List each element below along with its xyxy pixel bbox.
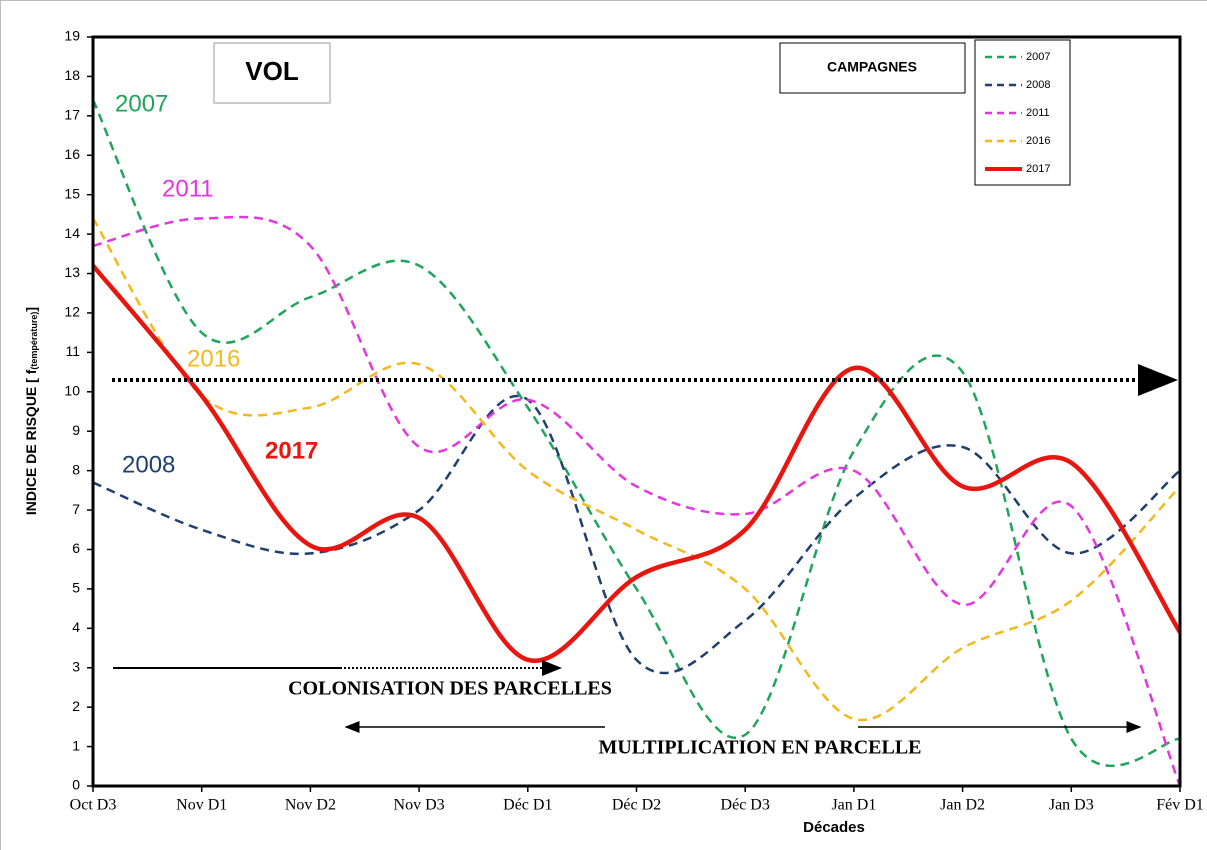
y-tick-label: 4 xyxy=(72,619,80,635)
x-tick-label: Déc D2 xyxy=(612,797,661,814)
y-axis-label: INDICE DE RISQUE [ f(température)] xyxy=(23,307,40,515)
legend-title: CAMPAGNES xyxy=(827,59,917,75)
x-tick-label: Oct D3 xyxy=(70,797,117,814)
legend-title-box xyxy=(779,42,966,94)
series-label: 2017 xyxy=(265,437,318,464)
annotation: MULTIPLICATION EN PARCELLE xyxy=(598,737,921,759)
plot-area xyxy=(91,35,1182,788)
legend-label: 2011 xyxy=(1026,107,1050,119)
y-tick-label: 14 xyxy=(64,225,80,241)
series-line xyxy=(93,395,1180,675)
y-tick-label: 12 xyxy=(64,304,80,320)
series-line xyxy=(93,99,1180,767)
annotation: COLONISATION DES PARCELLES xyxy=(288,678,612,700)
series-line xyxy=(93,217,1180,722)
phase-label: VOL xyxy=(245,56,299,86)
y-tick-label: 3 xyxy=(72,658,80,674)
series-line xyxy=(93,215,1180,786)
legend-label: 2008 xyxy=(1026,79,1050,91)
legend-label: 2016 xyxy=(1026,135,1050,147)
x-tick-label: Déc D3 xyxy=(721,797,770,814)
y-tick-label: 7 xyxy=(72,501,80,517)
x-axis-label: Décades xyxy=(803,819,865,836)
y-tick-label: 0 xyxy=(72,777,80,793)
y-tick-label: 1 xyxy=(72,737,80,753)
x-tick-label: Déc D1 xyxy=(503,797,552,814)
x-tick-label: Fév D1 xyxy=(1156,797,1204,814)
y-tick-label: 2 xyxy=(72,698,80,714)
y-tick-label: 18 xyxy=(64,67,80,83)
y-tick-label: 15 xyxy=(64,185,80,201)
series-label: 2011 xyxy=(162,175,214,202)
x-tick-label: Jan D1 xyxy=(831,797,876,814)
x-tick-label: Nov D3 xyxy=(394,797,445,814)
series-label: 2007 xyxy=(115,90,168,117)
y-tick-label: 8 xyxy=(72,461,80,477)
series-label: 2016 xyxy=(187,345,240,372)
x-tick-label: Jan D3 xyxy=(1049,797,1094,814)
legend-label: 2017 xyxy=(1026,163,1050,175)
y-tick-label: 13 xyxy=(64,264,80,280)
phase-box xyxy=(213,42,331,104)
y-tick-label: 16 xyxy=(64,146,80,162)
x-tick-label: Nov D1 xyxy=(176,797,227,814)
y-tick-label: 19 xyxy=(64,28,80,44)
legend-label: 2007 xyxy=(1026,51,1050,63)
y-tick-label: 9 xyxy=(72,422,80,438)
y-tick-label: 11 xyxy=(65,343,80,359)
x-tick-label: Nov D2 xyxy=(285,797,336,814)
y-tick-label: 17 xyxy=(64,107,80,123)
y-tick-label: 5 xyxy=(72,580,80,596)
y-tick-label: 10 xyxy=(64,382,80,398)
series-line xyxy=(93,264,1180,663)
y-tick-label: 6 xyxy=(72,540,80,556)
series-label: 2008 xyxy=(122,451,175,478)
x-tick-label: Jan D2 xyxy=(940,797,985,814)
